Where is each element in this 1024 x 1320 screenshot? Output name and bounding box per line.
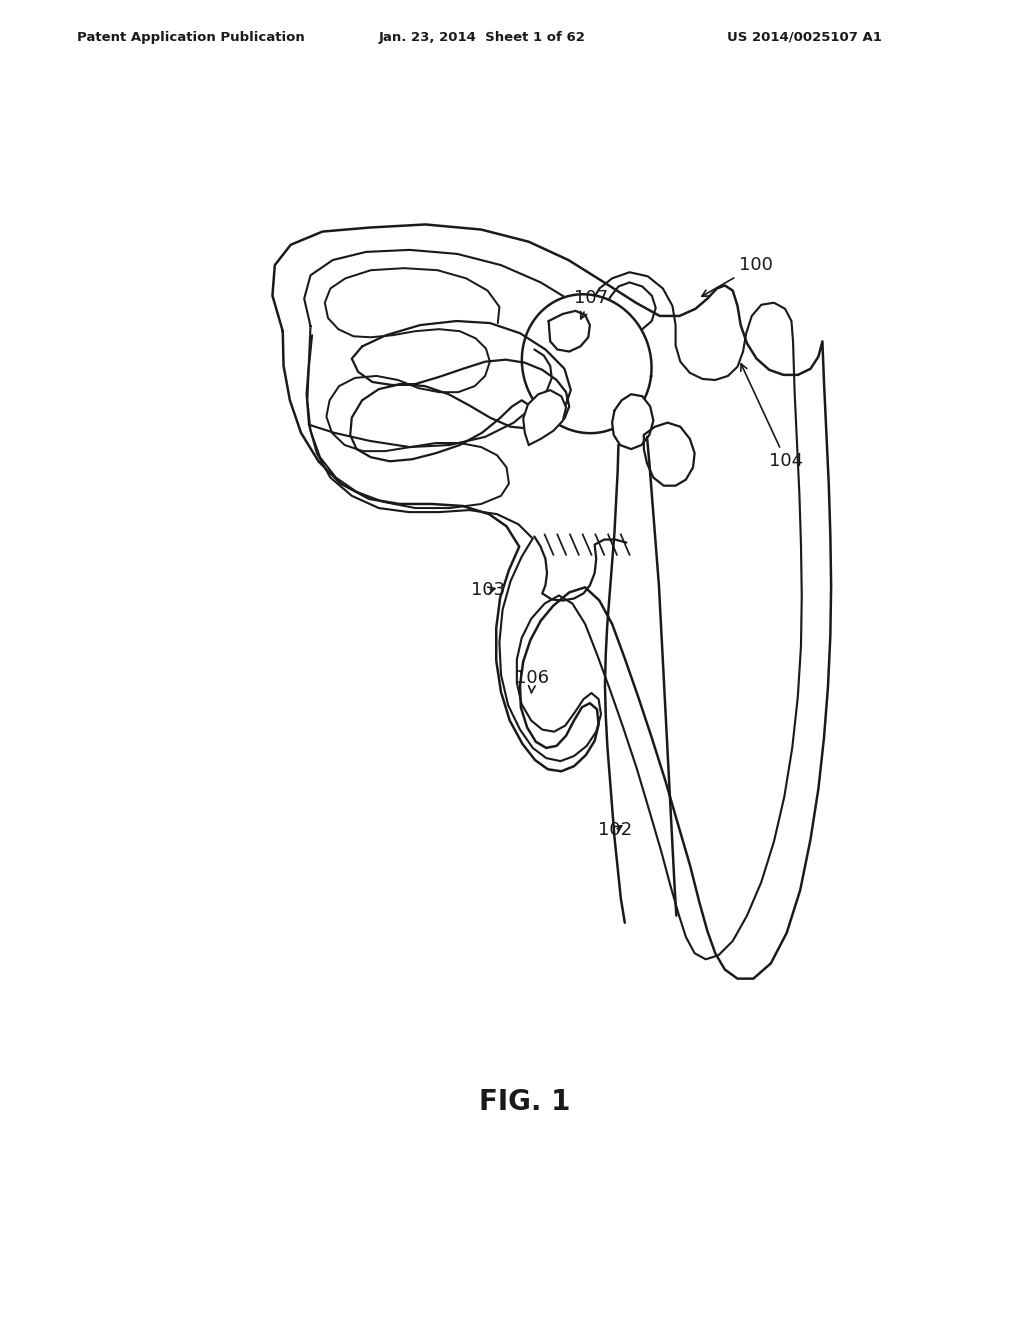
Polygon shape bbox=[522, 294, 651, 433]
Polygon shape bbox=[549, 312, 590, 351]
Text: Jan. 23, 2014  Sheet 1 of 62: Jan. 23, 2014 Sheet 1 of 62 bbox=[379, 30, 586, 44]
Polygon shape bbox=[644, 422, 694, 486]
Text: 104: 104 bbox=[740, 364, 804, 470]
Text: Patent Application Publication: Patent Application Publication bbox=[77, 30, 304, 44]
Polygon shape bbox=[350, 321, 570, 461]
Text: US 2014/0025107 A1: US 2014/0025107 A1 bbox=[727, 30, 882, 44]
Polygon shape bbox=[612, 395, 653, 449]
Text: FIG. 1: FIG. 1 bbox=[479, 1088, 570, 1115]
Text: 106: 106 bbox=[515, 669, 549, 693]
Text: 102: 102 bbox=[598, 821, 632, 840]
Text: 107: 107 bbox=[574, 289, 608, 319]
Text: 100: 100 bbox=[701, 256, 773, 297]
Polygon shape bbox=[272, 224, 831, 978]
Text: 103: 103 bbox=[471, 581, 505, 599]
Polygon shape bbox=[523, 391, 566, 445]
